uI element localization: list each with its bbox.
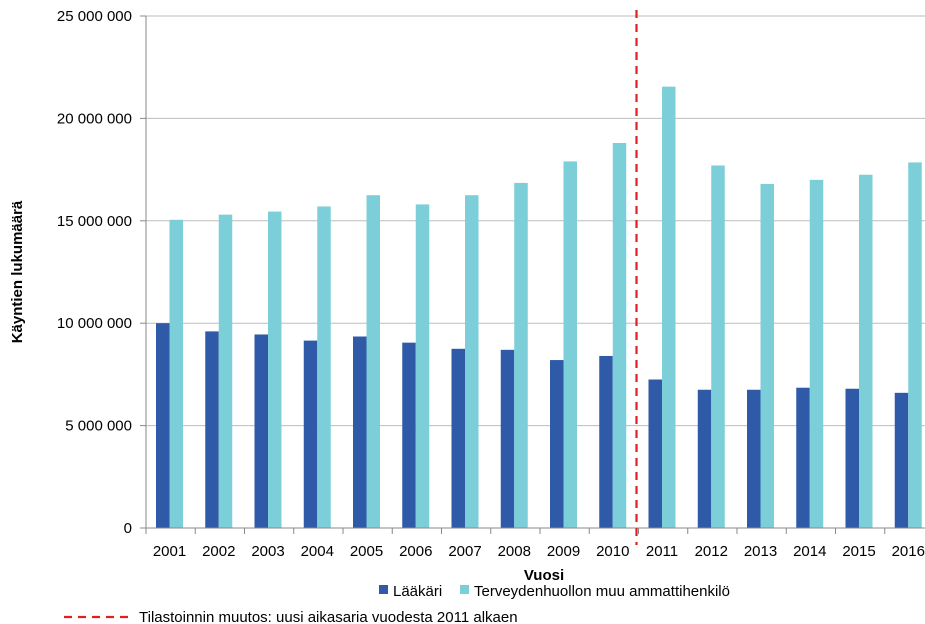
bar-laakari <box>402 342 416 528</box>
bar-terveydenhuollon <box>415 204 430 528</box>
bar-terveydenhuollon <box>218 214 233 528</box>
bar-terveydenhuollon <box>908 162 922 528</box>
x-tick-label: 2003 <box>251 543 284 560</box>
y-tick-label: 20 000 000 <box>57 110 132 127</box>
annotation-legend: Tilastoinnin muutos: uusi aikasaria vuod… <box>64 609 518 624</box>
bar-laakari <box>500 349 515 528</box>
bar-laakari <box>451 348 465 528</box>
x-axis-title: Vuosi <box>524 567 564 584</box>
bar-laakari <box>845 388 859 528</box>
x-tick-label: 2012 <box>695 543 728 560</box>
legend: Lääkäri Terveydenhuollon muu ammattihenk… <box>379 583 730 600</box>
bar-terveydenhuollon <box>465 195 479 528</box>
legend-swatch-terveydenhuollon <box>460 585 469 594</box>
x-tick-label: 2007 <box>448 543 481 560</box>
x-tick-label: 2009 <box>547 543 580 560</box>
x-tick-label: 2013 <box>744 543 777 560</box>
bar-laakari <box>796 387 810 528</box>
x-tick-label: 2002 <box>202 543 235 560</box>
bar-terveydenhuollon <box>366 195 380 528</box>
bar-laakari <box>156 323 170 528</box>
bar-laakari <box>353 336 367 528</box>
y-tick-label: 10 000 000 <box>57 315 132 332</box>
bar-terveydenhuollon <box>760 183 774 528</box>
bar-laakari <box>205 331 219 528</box>
bar-terveydenhuollon <box>612 142 627 528</box>
bar-terveydenhuollon <box>268 211 282 529</box>
bar-laakari <box>254 334 268 528</box>
x-tick-label: 2006 <box>399 543 432 560</box>
legend-label-laakari: Lääkäri <box>393 583 442 600</box>
x-tick-label: 2005 <box>350 543 383 560</box>
x-tick-label: 2004 <box>301 543 334 560</box>
y-tick-label: 0 <box>124 520 132 537</box>
x-tick-label: 2016 <box>892 543 925 560</box>
bar-laakari <box>894 392 909 528</box>
y-tick-label: 15 000 000 <box>57 213 132 230</box>
annotation-label: Tilastoinnin muutos: uusi aikasaria vuod… <box>139 609 518 624</box>
bar-terveydenhuollon <box>317 206 331 529</box>
bar-terveydenhuollon <box>711 165 725 528</box>
y-tick-label: 25 000 000 <box>57 8 132 25</box>
legend-swatch-laakari <box>379 585 388 594</box>
bar-terveydenhuollon <box>859 174 873 528</box>
bar-laakari <box>303 340 318 528</box>
legend-label-terveydenhuollon: Terveydenhuollon muu ammattihenkilö <box>474 583 730 600</box>
x-tick-label: 2015 <box>842 543 875 560</box>
y-tick-label: 5 000 000 <box>65 418 132 435</box>
bar-terveydenhuollon <box>169 219 183 528</box>
bar-laakari <box>697 389 712 528</box>
bars <box>156 86 922 529</box>
x-tick-labels: 2001 2002 2003 2004 2005 2006 2007 2008 2009 2010… <box>145 528 925 560</box>
x-tick-label: 2011 <box>646 543 678 560</box>
x-tick-label: 2001 <box>153 543 186 560</box>
y-axis-title: Käyntien lukumäärä <box>9 200 26 343</box>
bar-laakari <box>599 355 613 528</box>
bar-terveydenhuollon <box>809 179 824 528</box>
bar-terveydenhuollon <box>563 161 577 528</box>
x-tick-label: 2014 <box>793 543 826 560</box>
bar-laakari <box>648 379 662 528</box>
bar-laakari <box>550 360 564 528</box>
y-tick-labels: 0 5 000 000 10 000 000 15 000 000 20 000 000… <box>57 8 132 537</box>
bar-terveydenhuollon <box>514 182 528 529</box>
x-tick-label: 2008 <box>498 543 531 560</box>
bar-terveydenhuollon <box>662 86 676 528</box>
x-tick-label: 2010 <box>596 543 629 560</box>
bar-laakari <box>747 389 761 528</box>
